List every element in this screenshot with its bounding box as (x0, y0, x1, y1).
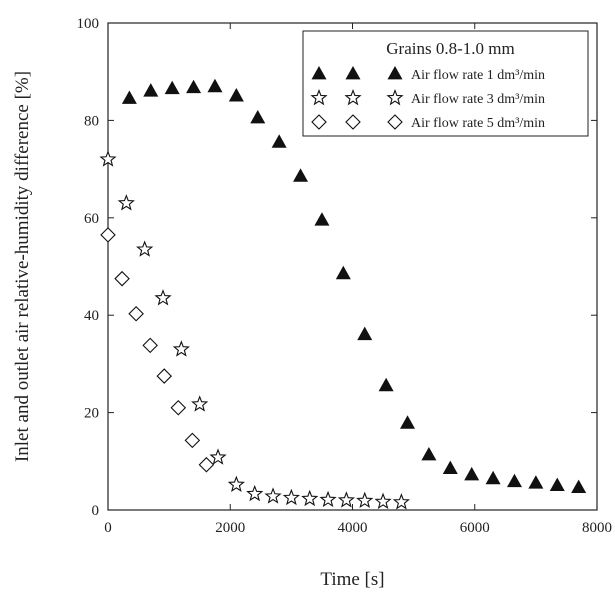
series-2 (99, 150, 410, 510)
data-point (207, 78, 223, 93)
data-point (442, 460, 458, 475)
data-point (172, 340, 190, 357)
x-tick-label: 4000 (338, 520, 368, 536)
data-point (293, 168, 309, 182)
y-axis-label: Inlet and outlet air relative-humidity d… (12, 71, 33, 462)
x-tick-label: 2000 (215, 520, 245, 536)
data-point (100, 227, 116, 243)
y-tick-label: 20 (84, 406, 99, 422)
data-point (400, 415, 416, 429)
data-point (264, 487, 282, 504)
data-point (319, 490, 337, 508)
y-tick-label: 60 (84, 211, 99, 227)
legend-item: Air flow rate 3 dm³/min (310, 88, 545, 107)
y-tick-label: 40 (84, 308, 99, 324)
data-point (392, 493, 410, 510)
legend-marker (387, 65, 403, 80)
data-point (301, 489, 319, 507)
data-point (378, 377, 394, 392)
data-point (209, 448, 227, 465)
axis-ticks: 0 2000 4000 6000 8000 0 20 40 60 80 100 (77, 16, 613, 536)
data-marks (99, 78, 587, 510)
data-point (335, 265, 351, 280)
data-point (164, 80, 180, 95)
data-point (228, 88, 244, 102)
data-point (156, 368, 173, 384)
legend-marker (387, 114, 403, 130)
legend: Grains 0.8-1.0 mm Air flow rate 1 dm³/min… (302, 30, 589, 137)
legend-item: Air flow rate 1 dm³/min (311, 65, 545, 83)
data-point (528, 475, 544, 489)
data-point (121, 90, 137, 104)
y-tick-label: 0 (92, 503, 100, 519)
data-point (184, 432, 201, 449)
data-point (246, 484, 264, 502)
data-point (374, 492, 392, 510)
data-point (99, 150, 117, 167)
legend-marker (386, 88, 404, 106)
legend-marker (345, 114, 361, 130)
data-point (198, 456, 215, 473)
data-point (485, 470, 501, 485)
legend-label: Air flow rate 1 dm³/min (411, 68, 545, 83)
series-1 (121, 78, 587, 493)
x-tick-label: 0 (104, 520, 112, 536)
data-point (314, 212, 330, 226)
data-point (170, 399, 187, 416)
data-point (154, 289, 172, 306)
data-point (142, 337, 158, 354)
x-tick-label: 6000 (460, 520, 490, 536)
data-point (506, 473, 522, 488)
legend-title: Grains 0.8-1.0 mm (386, 39, 514, 58)
x-axis-label: Time [s] (320, 569, 384, 590)
data-point (191, 395, 209, 412)
legend-marker (310, 88, 328, 106)
data-point (464, 466, 480, 481)
data-point (128, 305, 144, 322)
data-point (571, 479, 587, 493)
data-point (282, 488, 300, 506)
data-point (186, 79, 202, 94)
data-point (143, 83, 159, 97)
legend-marker (345, 65, 361, 80)
legend-marker (311, 65, 327, 80)
data-point (117, 194, 135, 211)
y-tick-label: 80 (84, 113, 99, 129)
legend-marker (344, 88, 362, 106)
data-point (337, 491, 355, 508)
data-point (357, 326, 373, 341)
data-point (549, 477, 565, 492)
data-point (136, 240, 154, 257)
data-point (227, 475, 245, 492)
x-tick-label: 8000 (582, 520, 612, 536)
legend-label: Air flow rate 3 dm³/min (411, 92, 545, 107)
legend-marker (311, 114, 327, 130)
data-point (114, 270, 130, 287)
data-point (271, 134, 287, 148)
series-3 (100, 227, 215, 473)
legend-item: Air flow rate 5 dm³/min (311, 114, 545, 131)
legend-label: Air flow rate 5 dm³/min (411, 116, 545, 131)
data-point (250, 109, 266, 124)
data-point (356, 491, 374, 509)
y-tick-label: 100 (77, 16, 100, 32)
data-point (421, 446, 437, 461)
